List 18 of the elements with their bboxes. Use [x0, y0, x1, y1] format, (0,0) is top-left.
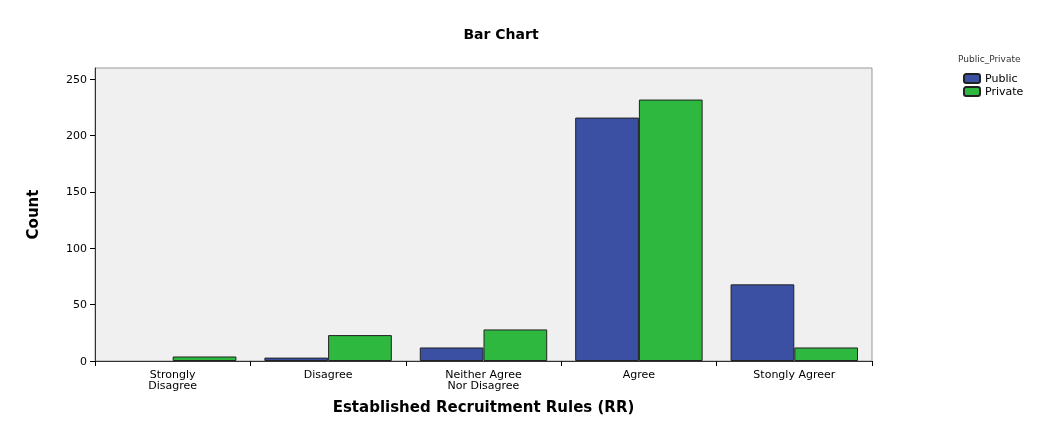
y-tick-label: 250	[66, 72, 87, 86]
x-tick-label: Agree	[622, 368, 656, 381]
chart-title: Bar Chart	[463, 26, 539, 42]
bar	[172, 356, 237, 361]
legend-label: Private	[985, 85, 1024, 98]
y-tick-label: 200	[66, 129, 87, 143]
x-axis-title: Established Recruitment Rules (RR)	[332, 397, 635, 416]
legend-title: Public_Private	[958, 53, 1021, 64]
y-tick-label: 150	[66, 185, 87, 199]
y-axis-title: Count	[23, 189, 42, 240]
legend-label: Public	[985, 72, 1018, 85]
x-tick-label: Strongly Disagree	[148, 368, 198, 392]
y-tick-label: 50	[73, 298, 87, 312]
x-tick-label: Stongly Agreer	[753, 368, 836, 381]
x-tick-label: Neither Agree Nor Disagree	[445, 368, 522, 392]
y-tick-label: 0	[80, 354, 87, 368]
x-tick-label: Disagree	[303, 368, 353, 381]
y-tick-label: 100	[66, 241, 87, 255]
